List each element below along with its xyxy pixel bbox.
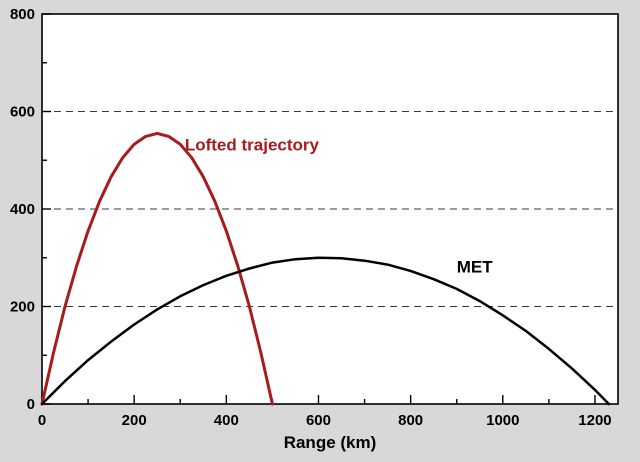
- y-tick-label-400: 400: [10, 201, 35, 218]
- x-tick-label-1200: 1200: [578, 412, 611, 429]
- x-tick-label-600: 600: [306, 412, 331, 429]
- x-axis-title: Range (km): [284, 433, 377, 452]
- series-curve-lofted-trajectory: [40, 131, 274, 406]
- x-tick-label-400: 400: [214, 412, 239, 429]
- x-tick-label-1000: 1000: [486, 412, 519, 429]
- annotation-met: MET: [457, 257, 494, 276]
- y-tick-label-200: 200: [10, 299, 35, 316]
- y-tick-label-800: 800: [10, 6, 35, 23]
- y-tick-label-0: 0: [27, 396, 35, 413]
- x-tick-label-0: 0: [38, 412, 46, 429]
- x-tick-label-800: 800: [398, 412, 423, 429]
- annotation-lofted-trajectory: Lofted trajectory: [185, 136, 320, 155]
- y-tick-label-600: 600: [10, 104, 35, 121]
- x-tick-label-200: 200: [122, 412, 147, 429]
- series-curve-met: [40, 256, 611, 406]
